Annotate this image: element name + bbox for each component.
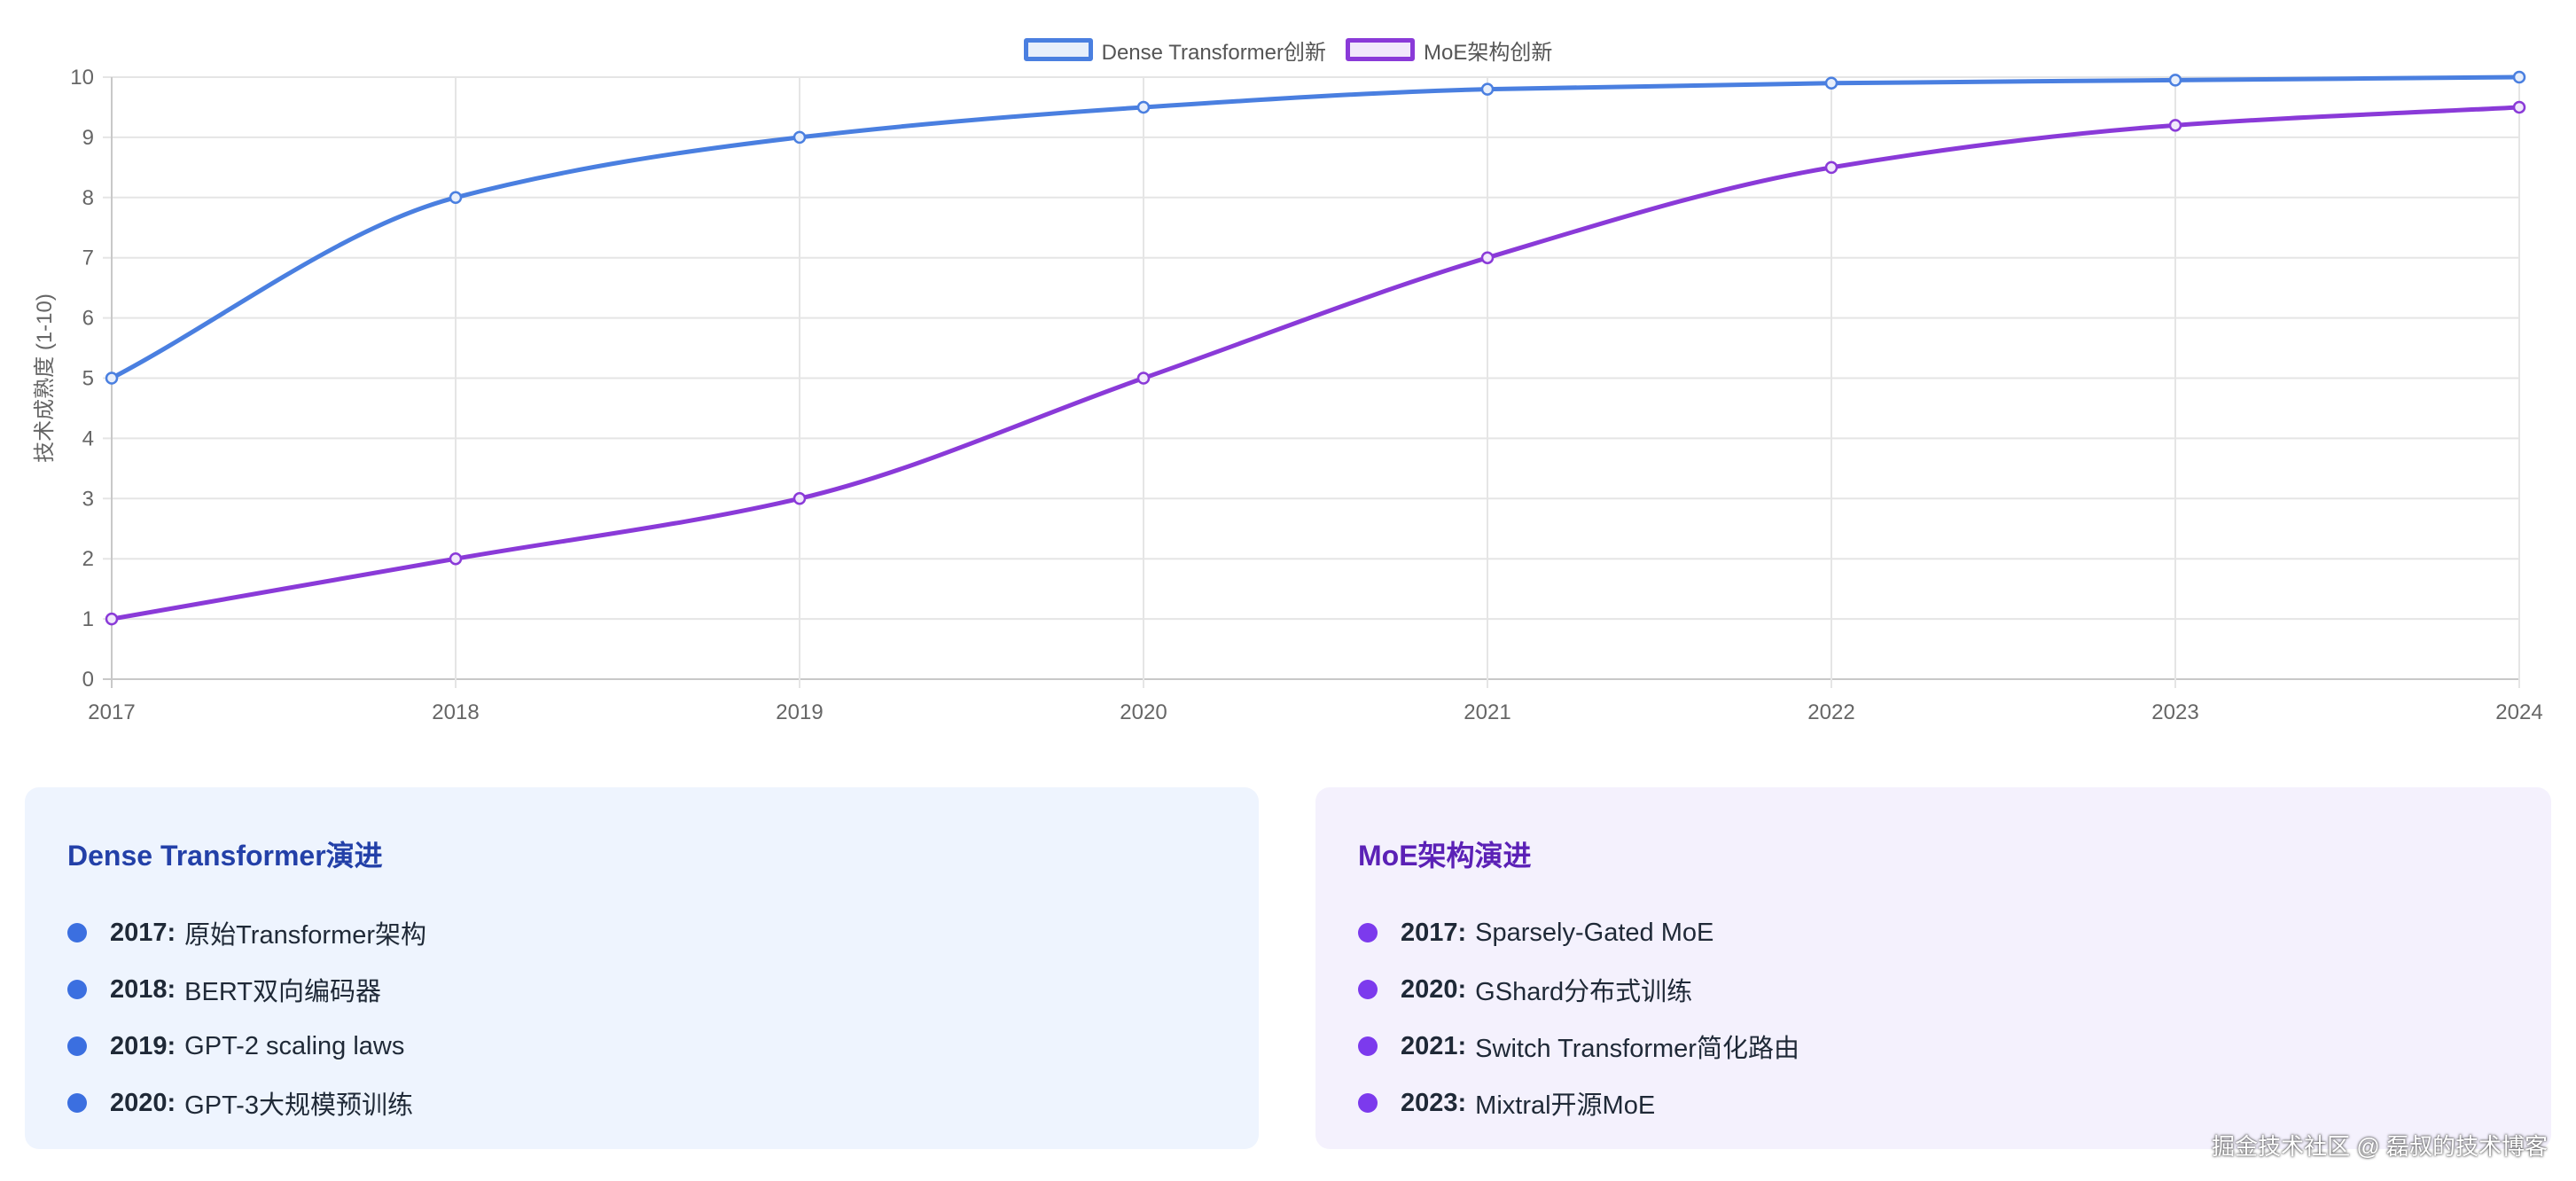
x-tick-label: 2020: [1120, 700, 1167, 724]
list-item: 2021: Switch Transformer简化路由: [1358, 1018, 2509, 1075]
list-item: 2020: GShard分布式训练: [1358, 961, 2509, 1018]
legend-swatch-moe: [1346, 38, 1416, 61]
data-point: [449, 551, 463, 566]
list-item: 2017: 原始Transformer架构: [67, 904, 1216, 961]
list-item: 2023: Mixtral开源MoE: [1358, 1075, 2509, 1131]
dense-evolution-panel: Dense Transformer演进 2017: 原始Transformer架…: [25, 787, 1259, 1149]
y-tick-label: 6: [82, 307, 94, 331]
data-point: [1824, 76, 1838, 90]
list-item: 2017: Sparsely-Gated MoE: [1358, 904, 2509, 961]
y-tick-label: 4: [82, 426, 94, 450]
item-year: 2018:: [110, 974, 176, 1004]
y-tick-label: 9: [82, 126, 94, 150]
y-tick-label: 7: [82, 246, 94, 270]
y-tick-label: 2: [82, 547, 94, 571]
x-tick-label: 2024: [2495, 700, 2542, 724]
x-tick-label: 2018: [432, 700, 479, 724]
y-tick-label: 8: [82, 186, 94, 210]
data-point: [792, 492, 807, 505]
data-point: [105, 372, 119, 385]
item-year: 2023:: [1401, 1088, 1467, 1117]
data-point: [2168, 74, 2182, 87]
item-text: Sparsely-Gated MoE: [1475, 918, 1714, 947]
x-tick-label: 2023: [2151, 700, 2198, 724]
data-point: [449, 191, 463, 205]
moe-evolution-panel: MoE架构演进 2017: Sparsely-Gated MoE 2020: G…: [1315, 787, 2551, 1149]
item-text: BERT双向编码器: [184, 978, 381, 1006]
bullet-dot: [67, 980, 87, 999]
chart-legend: Dense Transformer创新 MoE架构创新: [0, 35, 2576, 66]
data-point: [1136, 100, 1151, 114]
item-text: GShard分布式训练: [1475, 978, 1693, 1006]
bullet-dot: [67, 1093, 87, 1113]
bullet-dot: [67, 1036, 87, 1056]
item-text: Mixtral开源MoE: [1475, 1091, 1656, 1120]
legend-label-dense: Dense Transformer创新: [1101, 40, 1327, 65]
legend-item-dense[interactable]: Dense Transformer创新: [1023, 35, 1327, 66]
chart-plot: 0 1 2 3 4 5 6 7 8 9 10 2017 2018 2019 2020 2021 2022 2023…: [33, 66, 2543, 724]
item-year: 2020:: [1401, 974, 1467, 1004]
item-year: 2021:: [1401, 1031, 1467, 1060]
bullet-dot: [1358, 923, 1378, 942]
item-text: GPT-3大规模预训练: [184, 1091, 413, 1120]
list-item: 2018: BERT双向编码器: [67, 961, 1216, 1018]
data-point: [2512, 70, 2526, 84]
series-line-1: [111, 105, 2520, 622]
chart: Dense Transformer创新 MoE架构创新 0 1 2 3 4 5 6 7 8 9 10…: [0, 35, 2576, 724]
legend-item-moe[interactable]: MoE架构创新: [1346, 35, 1552, 66]
data-point: [2168, 119, 2182, 132]
x-tick-label: 2021: [1464, 700, 1510, 724]
bullet-dot: [67, 923, 87, 942]
data-point: [2512, 100, 2526, 114]
data-point: [792, 130, 807, 145]
x-tick-label: 2017: [88, 700, 135, 724]
y-tick-label: 5: [82, 367, 94, 391]
list-item: 2020: GPT-3大规模预训练: [67, 1075, 1216, 1131]
data-point: [105, 612, 119, 626]
x-tick-label: 2022: [1807, 700, 1854, 724]
bullet-dot: [1358, 980, 1378, 999]
data-point: [1824, 160, 1838, 175]
x-tick-label: 2019: [776, 700, 823, 724]
series-line-0: [110, 74, 2520, 380]
y-tick-label: 0: [82, 668, 94, 692]
item-year: 2019:: [110, 1031, 176, 1060]
data-point: [1136, 372, 1151, 385]
item-year: 2017:: [1401, 918, 1467, 947]
list-item: 2019: GPT-2 scaling laws: [67, 1018, 1216, 1075]
item-text: GPT-2 scaling laws: [184, 1031, 405, 1060]
bullet-dot: [1358, 1036, 1378, 1056]
moe-panel-title: MoE架构演进: [1358, 840, 1532, 872]
item-text: Switch Transformer简化路由: [1475, 1035, 1799, 1063]
data-point: [1480, 82, 1495, 96]
data-point: [1480, 251, 1495, 264]
item-year: 2020:: [110, 1088, 176, 1117]
item-text: 原始Transformer架构: [184, 921, 427, 950]
watermark: 掘金技术社区 @ 磊叔的技术博客: [2212, 1133, 2548, 1160]
item-year: 2017:: [110, 918, 176, 947]
dense-panel-title: Dense Transformer演进: [67, 840, 383, 872]
y-tick-label: 3: [82, 487, 94, 511]
y-tick-label: 1: [82, 607, 94, 631]
bullet-dot: [1358, 1093, 1378, 1113]
legend-swatch-dense: [1023, 38, 1093, 61]
y-axis-title: 技术成熟度 (1-10): [33, 293, 57, 463]
legend-label-moe: MoE架构创新: [1424, 40, 1553, 65]
y-tick-label: 10: [70, 66, 94, 90]
